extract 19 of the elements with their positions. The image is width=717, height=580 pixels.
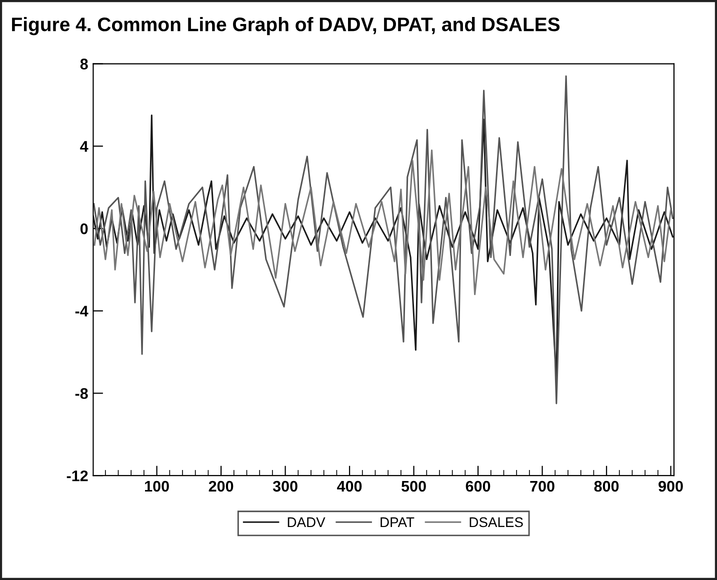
legend-label: DADV [288,517,326,527]
x-tick-label: 300 [272,480,298,492]
x-tick-label: 900 [658,480,683,492]
y-tick-label: 0 [80,223,88,234]
x-tick-label: 600 [466,480,490,492]
y-tick-label: 8 [80,58,88,70]
x-tick-label: 400 [337,480,362,492]
chart-title: Figure 4. Common Line Graph of DADV, DPAT, and DSALES [12,16,560,36]
x-tick-label: 500 [402,480,426,492]
x-tick-label: 800 [594,480,619,492]
y-tick-label: -12 [66,470,88,482]
x-tick-label: 200 [208,480,234,492]
legend-label: DSALES [470,517,523,528]
x-tick-label: 700 [530,480,554,492]
x-tick-label: 100 [145,480,169,492]
legend-label: DPAT [380,517,414,527]
y-tick-label: 4 [80,141,88,152]
y-tick-label: -4 [75,306,88,316]
y-tick-label: -8 [75,388,88,399]
